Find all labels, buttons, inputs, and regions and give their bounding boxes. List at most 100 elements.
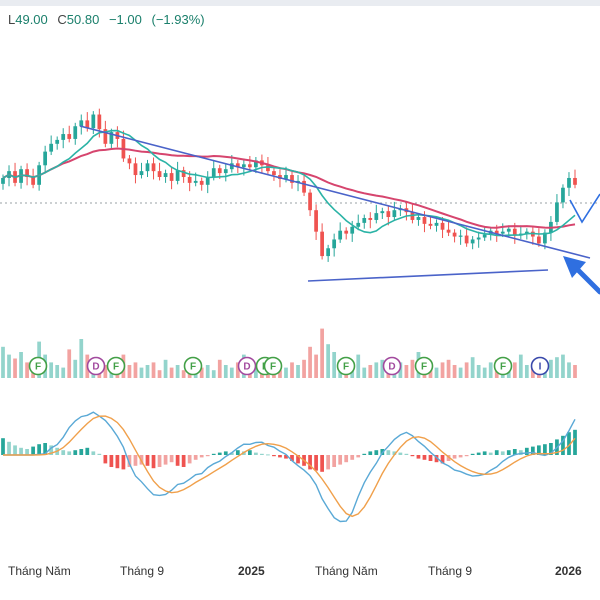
event-label: F [270,362,276,373]
event-marker: F [28,356,48,376]
macd-hist-bar [428,455,433,461]
volume-bar [524,365,529,378]
descending-trendline [79,125,591,259]
volume-bar [440,362,445,378]
event-marker: F [414,356,434,376]
candle-body [151,163,156,172]
candle-body [512,228,517,236]
macd-hist-bar [362,453,367,455]
macd-hist-bar [290,455,294,461]
candle-body [175,170,180,181]
candle-body [302,180,306,193]
candle-body [470,239,475,244]
volume-bar [199,367,204,378]
volume-bar [67,349,72,378]
macd-hist-bar [284,455,288,459]
candle-body [555,202,559,222]
macd-hist-bar [73,450,78,455]
macd-hist-bar [573,429,577,455]
macd-hist-bar [163,455,168,465]
macd-hist-bar [157,455,162,467]
volume-bar [326,344,331,378]
macd-hist-bar [97,453,102,455]
volume-bar [368,365,373,378]
macd-hist-bar [537,445,541,455]
candle-body [350,226,355,234]
macd-hist-bar [434,455,439,463]
candle-body [157,171,162,177]
candle-body [422,217,427,224]
macd-hist-bar [247,450,252,455]
volume-bar [561,354,565,378]
volume-bar [49,362,54,378]
macd-histogram [1,429,577,472]
event-marker: D [237,356,257,376]
candle-body [500,231,505,234]
macd-hist-bar [133,455,138,466]
candle-body [127,158,132,164]
macd-hist-bar [67,451,72,455]
macd-hist-bar [217,452,222,455]
macd-hist-bar [229,452,234,455]
volume-bar [434,367,439,378]
candle-body [543,232,547,244]
event-circle [493,356,513,376]
event-marker: F [493,356,513,376]
candle-body [205,177,210,185]
volume-bar [410,359,415,378]
candle-body [356,222,361,227]
candle-body [67,134,72,139]
volume-bar [320,328,324,378]
volume-bar [103,365,108,378]
ma-fast-line [2,129,576,237]
projection-path [569,193,600,224]
macd-hist-bar [235,450,240,455]
volume-bar [302,359,306,378]
event-marker: D [382,356,402,376]
candle-body [73,126,78,139]
event-circle [414,356,434,376]
macd-hist-bar [308,455,312,470]
candle-body [49,143,54,152]
macd-hist-bar [205,455,210,457]
volume-bar [7,354,11,378]
volume-bar [145,365,150,378]
candle-body [308,192,312,211]
event-circle [237,356,257,376]
volume-bar [573,365,577,378]
volume-bar [211,370,216,378]
macd-hist-bar [109,455,114,467]
moving-averages [2,129,576,237]
candle-body [247,164,252,168]
macd-hist-bar [145,455,150,466]
support-trendline [307,269,549,282]
volume-bar [254,367,258,378]
event-circle [530,356,550,376]
volume-bar [157,370,162,378]
event-circle [86,356,106,376]
event-label: D [243,362,250,373]
candle-body [368,218,373,220]
candle-body [91,114,96,129]
macd-hist-bar [127,455,132,467]
volume-bar [175,365,180,378]
candle-body [320,231,324,257]
signal-line [3,415,576,518]
macd-hist-bar [543,444,547,455]
macd-hist-bar [494,450,499,455]
macd-hist-bar [151,455,156,469]
event-circle [263,356,283,376]
candle-body [476,237,481,240]
candle-body [133,163,138,176]
volume-bar [482,367,487,378]
macd-hist-bar [488,452,493,455]
macd-hist-bar [91,451,96,455]
candle-body [223,169,228,174]
candle-body [428,223,433,226]
volume-bar [314,354,318,378]
arrow-shaft [575,267,600,295]
candle-body [392,210,397,218]
candle-body [506,228,511,232]
macd-hist-bar [272,455,276,457]
